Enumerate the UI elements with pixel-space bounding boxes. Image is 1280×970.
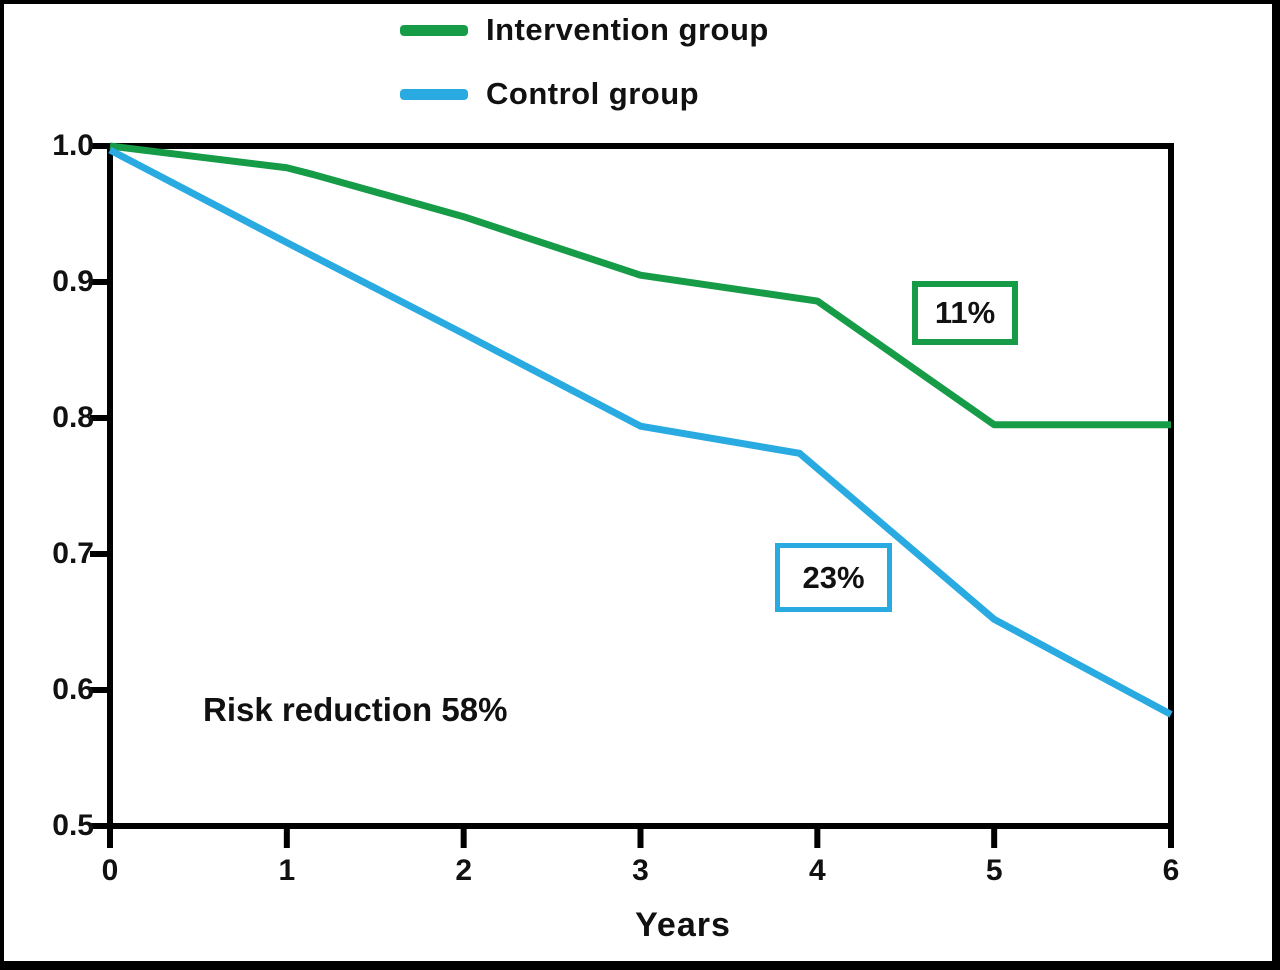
- y-tick-label: 0.9: [52, 265, 94, 298]
- x-tick-label: 3: [632, 854, 649, 887]
- x-tick-label: 1: [278, 854, 296, 887]
- risk-reduction-note: Risk reduction 58%: [203, 691, 508, 728]
- control-line-swatch-icon: [400, 88, 468, 100]
- intervention-curve: [109, 142, 1171, 429]
- legend-item-intervention: Intervention group: [400, 12, 769, 48]
- x-tick-label: 6: [1162, 854, 1180, 887]
- y-tick-label: 0.7: [52, 537, 94, 570]
- x-tick-label: 5: [985, 854, 1003, 887]
- y-tick-label: 0.6: [52, 673, 94, 706]
- y-tick-label: 0.5: [52, 809, 94, 842]
- legend-item-control: Control group: [400, 76, 699, 112]
- plot-area: [90, 142, 1174, 848]
- x-tick-label: 4: [808, 854, 826, 887]
- x-tick-label: 0: [101, 854, 119, 887]
- y-tick-label: 0.8: [52, 401, 94, 434]
- control-curve: [108, 146, 1173, 718]
- control-percent-box: 23%: [775, 543, 892, 612]
- legend-label-intervention: Intervention group: [486, 12, 769, 47]
- control-percent-label: 23%: [802, 559, 865, 595]
- x-axis-title: Years: [635, 906, 731, 944]
- y-tick-label: 1.0: [52, 129, 94, 162]
- x-tick-label: 2: [455, 854, 472, 887]
- intervention-percent-box: 11%: [912, 281, 1018, 345]
- legend-label-control: Control group: [486, 76, 700, 111]
- intervention-percent-label: 11%: [934, 295, 996, 330]
- intervention-line-swatch-icon: [400, 24, 468, 36]
